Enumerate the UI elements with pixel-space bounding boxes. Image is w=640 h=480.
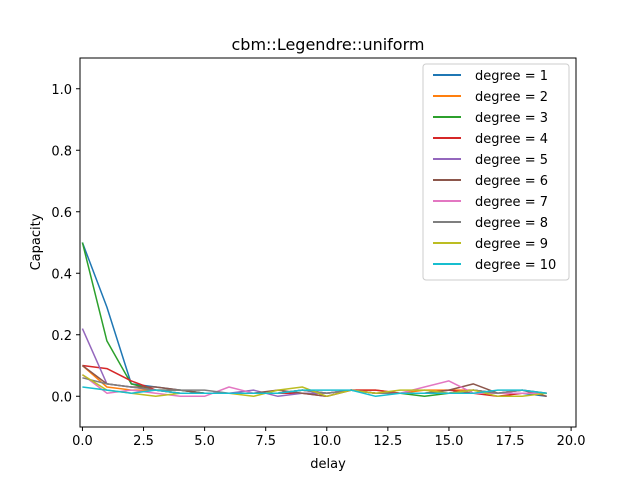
legend-entry: degree = 1 [475,69,548,84]
y-tick-label: 0.8 [51,144,72,159]
legend-entry: degree = 8 [475,216,548,231]
x-tick-label: 12.5 [373,434,402,449]
y-tick-label: 0.0 [51,390,72,405]
x-tick-label: 7.5 [255,434,276,449]
legend-entry: degree = 2 [475,90,548,105]
legend-entry: degree = 6 [475,174,548,189]
legend-entry: degree = 3 [475,111,548,126]
y-tick-label: 1.0 [51,83,72,98]
x-tick-label: 10.0 [312,434,341,449]
series-lines [81,242,547,398]
series-line-degree-10 [82,386,547,398]
series-line-degree-6 [81,364,547,398]
x-axis-label: delay [310,457,346,472]
legend-entry: degree = 7 [475,195,548,210]
y-axis-label: Capacity [29,213,44,270]
legend-entry: degree = 5 [475,153,548,168]
x-tick-label: 20.0 [557,434,586,449]
plot-area [79,57,577,428]
legend: degree = 1 degree = 2 degree = 3 degree = 4… [422,63,570,281]
axis-ticks: 0.0 2.5 5.0 7.5 10.0 12.5 15.0 17.5 20.0 0.0 0.2 0.… [51,83,585,449]
y-tick-label: 0.4 [51,267,72,282]
series-line-degree-9 [82,374,547,398]
x-tick-label: 17.5 [496,434,525,449]
legend-entry: degree = 4 [475,132,548,147]
legend-entry: degree = 10 [475,258,556,273]
legend-entry: degree = 9 [475,237,548,252]
y-tick-label: 0.6 [51,206,72,221]
chart-title: cbm::Legendre::uniform [232,35,425,54]
x-tick-label: 2.5 [133,434,154,449]
x-tick-label: 5.0 [194,434,215,449]
y-tick-label: 0.2 [51,329,72,344]
x-tick-label: 0.0 [72,434,93,449]
x-tick-label: 15.0 [434,434,463,449]
